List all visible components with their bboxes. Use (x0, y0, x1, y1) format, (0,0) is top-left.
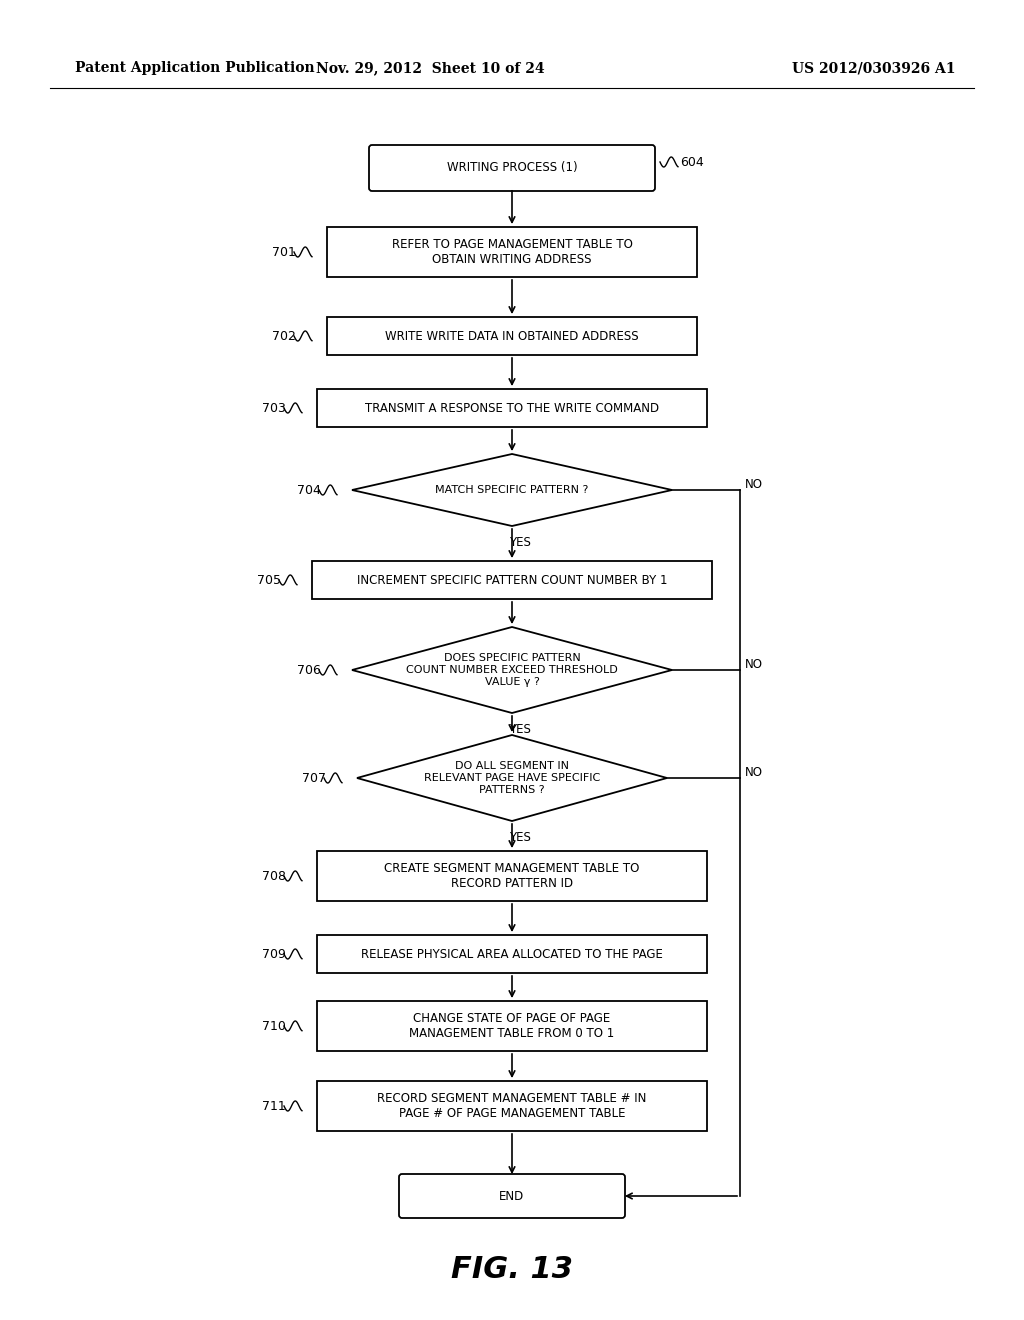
Text: 702: 702 (272, 330, 296, 342)
Polygon shape (352, 627, 672, 713)
Polygon shape (352, 454, 672, 525)
Text: TRANSMIT A RESPONSE TO THE WRITE COMMAND: TRANSMIT A RESPONSE TO THE WRITE COMMAND (365, 401, 659, 414)
Text: CREATE SEGMENT MANAGEMENT TABLE TO
RECORD PATTERN ID: CREATE SEGMENT MANAGEMENT TABLE TO RECOR… (384, 862, 640, 890)
Text: 701: 701 (272, 246, 296, 259)
Text: CHANGE STATE OF PAGE OF PAGE
MANAGEMENT TABLE FROM 0 TO 1: CHANGE STATE OF PAGE OF PAGE MANAGEMENT … (410, 1012, 614, 1040)
Text: REFER TO PAGE MANAGEMENT TABLE TO
OBTAIN WRITING ADDRESS: REFER TO PAGE MANAGEMENT TABLE TO OBTAIN… (391, 238, 633, 267)
Text: NO: NO (745, 479, 763, 491)
Text: 703: 703 (262, 401, 286, 414)
Bar (317, 389, 707, 426)
Text: RECORD SEGMENT MANAGEMENT TABLE # IN
PAGE # OF PAGE MANAGEMENT TABLE: RECORD SEGMENT MANAGEMENT TABLE # IN PAG… (377, 1092, 647, 1119)
Text: NO: NO (745, 659, 763, 672)
Text: 706: 706 (297, 664, 321, 676)
Text: YES: YES (509, 536, 530, 549)
FancyBboxPatch shape (399, 1173, 625, 1218)
Text: US 2012/0303926 A1: US 2012/0303926 A1 (792, 61, 955, 75)
Text: DOES SPECIFIC PATTERN
COUNT NUMBER EXCEED THRESHOLD
VALUE γ ?: DOES SPECIFIC PATTERN COUNT NUMBER EXCEE… (407, 653, 617, 686)
FancyBboxPatch shape (369, 145, 655, 191)
Text: NO: NO (745, 767, 763, 780)
Polygon shape (357, 735, 667, 821)
Text: Patent Application Publication: Patent Application Publication (75, 61, 314, 75)
Text: FIG. 13: FIG. 13 (451, 1255, 573, 1284)
Bar (317, 1081, 707, 1131)
Text: 707: 707 (302, 771, 326, 784)
Bar (312, 561, 712, 599)
Text: YES: YES (509, 832, 530, 843)
Text: 704: 704 (297, 483, 321, 496)
Text: 708: 708 (262, 870, 286, 883)
Bar (327, 317, 697, 355)
Bar (327, 227, 697, 277)
Text: Nov. 29, 2012  Sheet 10 of 24: Nov. 29, 2012 Sheet 10 of 24 (315, 61, 545, 75)
Text: 604: 604 (680, 156, 703, 169)
Text: RELEASE PHYSICAL AREA ALLOCATED TO THE PAGE: RELEASE PHYSICAL AREA ALLOCATED TO THE P… (361, 948, 663, 961)
Text: 705: 705 (257, 573, 281, 586)
Text: DO ALL SEGMENT IN
RELEVANT PAGE HAVE SPECIFIC
PATTERNS ?: DO ALL SEGMENT IN RELEVANT PAGE HAVE SPE… (424, 762, 600, 795)
Text: INCREMENT SPECIFIC PATTERN COUNT NUMBER BY 1: INCREMENT SPECIFIC PATTERN COUNT NUMBER … (356, 573, 668, 586)
Text: END: END (500, 1189, 524, 1203)
Text: 711: 711 (262, 1100, 286, 1113)
Bar (317, 851, 707, 902)
Text: YES: YES (509, 723, 530, 737)
Text: WRITE WRITE DATA IN OBTAINED ADDRESS: WRITE WRITE DATA IN OBTAINED ADDRESS (385, 330, 639, 342)
Text: MATCH SPECIFIC PATTERN ?: MATCH SPECIFIC PATTERN ? (435, 484, 589, 495)
Text: WRITING PROCESS (1): WRITING PROCESS (1) (446, 161, 578, 174)
Bar (317, 1001, 707, 1051)
Text: 709: 709 (262, 948, 286, 961)
Bar (317, 935, 707, 973)
Text: 710: 710 (262, 1019, 286, 1032)
